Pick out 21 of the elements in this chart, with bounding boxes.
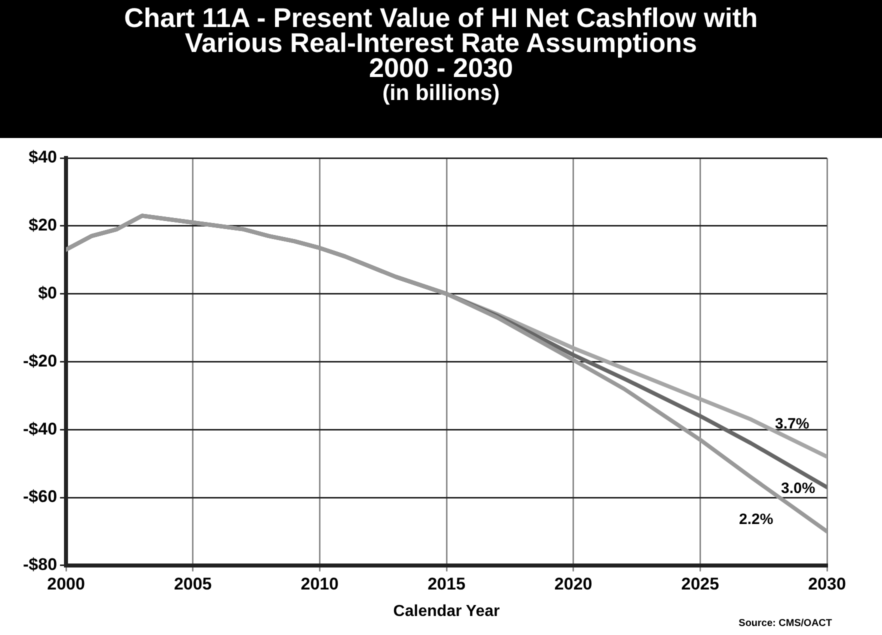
x-tick-label: 2000 <box>47 574 85 594</box>
series-label: 2.2% <box>739 511 774 528</box>
x-tick-label: 2020 <box>554 574 592 594</box>
series-label: 3.7% <box>775 415 810 432</box>
y-tick-label: $40 <box>28 148 58 167</box>
y-tick-label: -$80 <box>22 555 58 574</box>
y-tick-label: -$60 <box>22 487 58 506</box>
source-note: Source: CMS/OACT <box>738 618 832 629</box>
y-tick-label: $0 <box>38 283 58 302</box>
x-tick-label: 2015 <box>428 574 466 594</box>
chart-subtitle: (in billions) <box>381 80 501 105</box>
x-tick-label: 2005 <box>174 574 212 594</box>
series-label: 3.0% <box>781 480 816 497</box>
y-tick-label: -$20 <box>22 351 58 370</box>
x-axis-title: Calendar Year <box>393 602 500 620</box>
x-tick-label: 2010 <box>300 574 339 594</box>
y-tick-label: $20 <box>28 216 58 235</box>
x-tick-label: 2030 <box>808 574 846 594</box>
chart-title: Chart 11A - Present Value of HI Net Cashflow with Various Real-Interest Rate Assumptions 2000 - 2030 <box>123 3 759 83</box>
y-tick-label: -$40 <box>22 419 58 438</box>
x-tick-label: 2025 <box>681 574 720 594</box>
